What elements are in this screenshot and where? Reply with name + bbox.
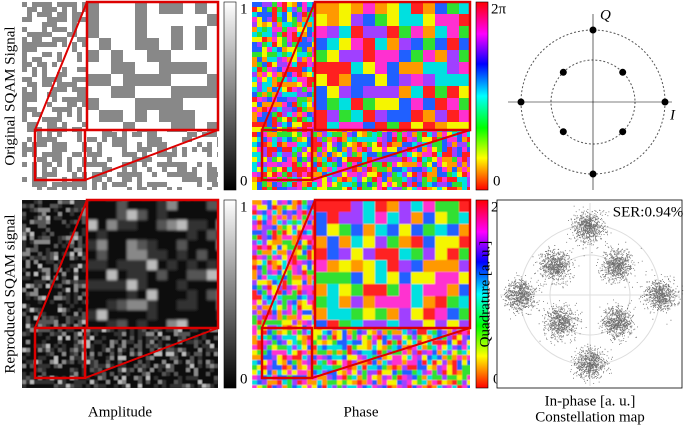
pixels xyxy=(252,200,470,388)
panels xyxy=(22,0,472,388)
inset-frame xyxy=(313,198,472,330)
symbol-cluster xyxy=(636,269,684,325)
pixels xyxy=(87,2,218,130)
pixels xyxy=(252,2,470,190)
symbol-cluster xyxy=(570,327,613,384)
symbol-cluster xyxy=(538,300,583,346)
pixels xyxy=(97,200,218,328)
pixel-grid xyxy=(87,2,218,130)
row-label: Original SQAM Signal xyxy=(2,26,18,165)
zoom-lines xyxy=(261,1,471,181)
pixels xyxy=(315,212,470,328)
zoom-lines xyxy=(261,199,471,379)
zoom-box xyxy=(260,326,314,380)
symbol xyxy=(517,98,525,106)
symbol-cluster xyxy=(581,299,638,345)
pixels xyxy=(252,2,470,190)
pixels xyxy=(87,210,218,328)
axis-label: Q xyxy=(600,7,611,23)
pixel-grid xyxy=(315,2,470,130)
zoom-box xyxy=(260,128,314,182)
symbol-cluster xyxy=(566,205,612,257)
colorbar-min: 0 xyxy=(493,173,501,189)
colorbar-min: 0 xyxy=(240,371,248,387)
row-label: Reproduced SQAM signal xyxy=(2,214,18,373)
pixel-grid xyxy=(87,200,218,328)
zoom-lines xyxy=(34,1,219,181)
column-label: Phase xyxy=(344,404,379,420)
ser-label: SER:0.94% xyxy=(613,204,683,220)
pixels xyxy=(315,2,470,130)
symbol xyxy=(559,128,567,136)
colorbar xyxy=(475,199,489,389)
pixels xyxy=(315,200,459,320)
symbol xyxy=(589,170,597,178)
pixels xyxy=(315,200,470,328)
pixels xyxy=(315,2,470,130)
zoom-lines xyxy=(34,199,219,379)
pixels xyxy=(315,2,470,130)
inset-frame xyxy=(85,0,220,132)
pixels xyxy=(315,2,447,130)
zoom-box xyxy=(33,128,87,182)
inset-frame xyxy=(85,198,220,330)
pixels xyxy=(327,2,470,130)
pixels xyxy=(339,200,470,328)
pixels xyxy=(252,200,470,388)
pixels xyxy=(252,2,470,190)
colorbar-max: 1 xyxy=(240,1,248,17)
axis-label: I xyxy=(669,107,676,123)
pixels xyxy=(315,200,470,328)
colorbar xyxy=(223,1,237,191)
symbol-cluster xyxy=(532,245,580,289)
column-label: Constellation map xyxy=(535,409,645,425)
pixels xyxy=(252,200,470,388)
pixels xyxy=(327,14,459,122)
colorbar-max: 1 xyxy=(240,199,248,215)
pixels xyxy=(22,200,218,388)
constellation-scatter xyxy=(484,203,684,386)
pixels xyxy=(87,200,218,328)
colorbar-max: 2π xyxy=(491,1,507,17)
colorbar xyxy=(475,1,489,191)
inset-frame xyxy=(313,0,472,132)
pixels xyxy=(87,200,218,328)
pixel-grid xyxy=(315,200,470,328)
axis-label: In-phase [a. u.] xyxy=(545,393,636,409)
axis-label: Quadrature [a. u.] xyxy=(477,241,493,348)
symbol-cluster xyxy=(591,241,647,288)
pixels xyxy=(252,2,470,190)
symbol-cluster xyxy=(484,272,543,320)
zoom-box xyxy=(33,326,87,380)
pixels xyxy=(252,200,470,388)
symbol xyxy=(619,68,627,76)
symbol xyxy=(589,26,597,34)
pixels xyxy=(327,200,470,328)
colorbar-min: 0 xyxy=(240,173,248,189)
colorbar xyxy=(223,199,237,389)
constellation-diagram: Q I xyxy=(508,7,676,190)
symbol xyxy=(619,128,627,136)
column-label: Amplitude xyxy=(88,404,153,420)
pixels xyxy=(22,200,218,388)
symbol xyxy=(661,98,669,106)
symbol xyxy=(559,68,567,76)
